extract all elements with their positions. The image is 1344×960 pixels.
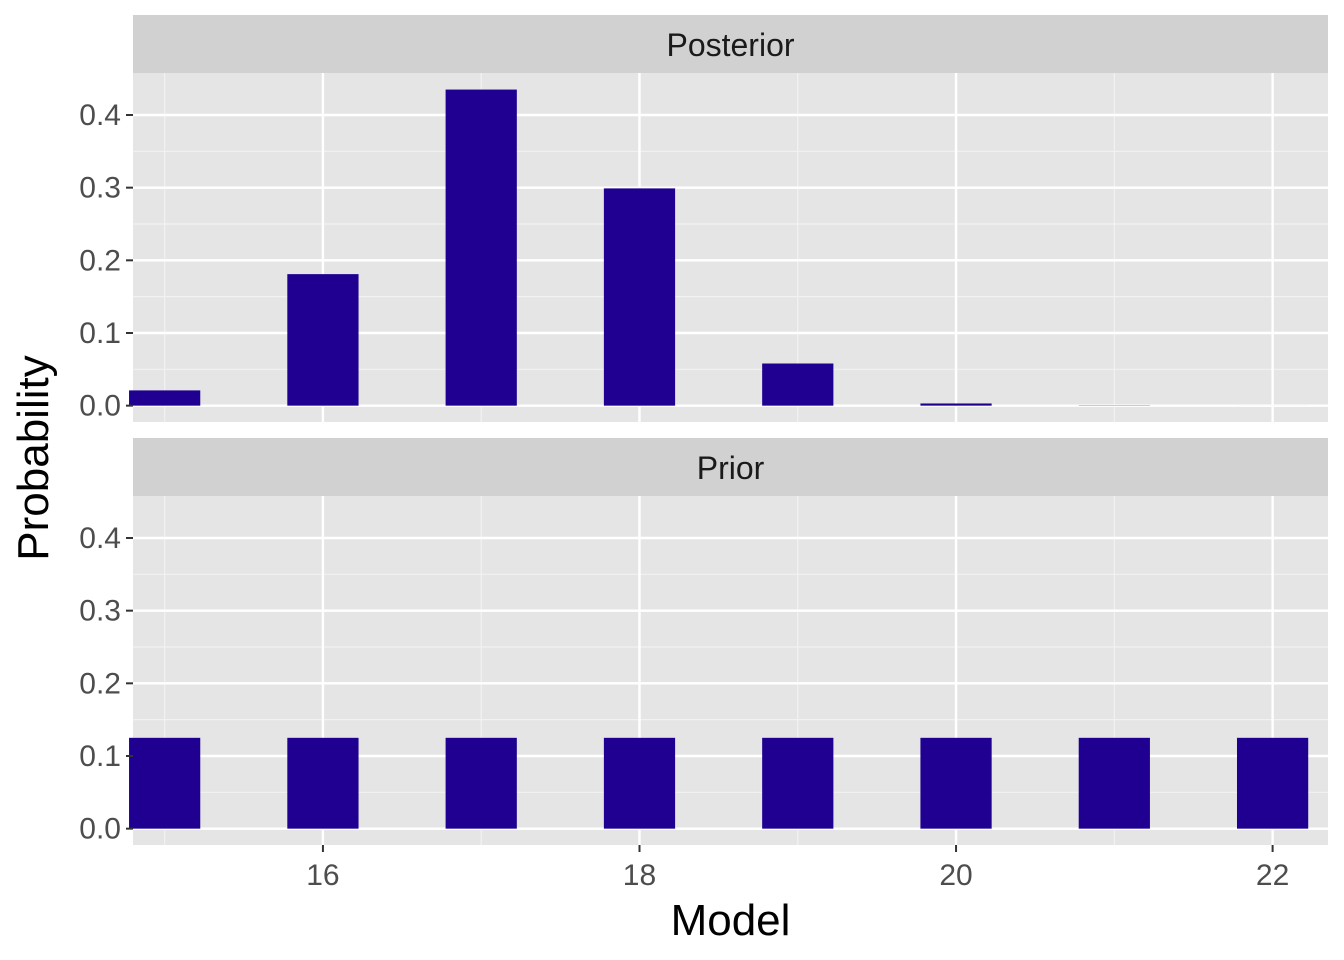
y-tick-label: 0.3 bbox=[79, 172, 121, 205]
bar-prior-16 bbox=[287, 737, 359, 829]
bar-prior-15 bbox=[129, 737, 201, 829]
y-tick-label: 0.4 bbox=[79, 522, 121, 555]
facet-prior: Prior 0.0 0.1 0.2 0.3 0.4 bbox=[79, 438, 1328, 846]
y-tick-label: 0.1 bbox=[79, 317, 121, 350]
y-tick-label: 0.1 bbox=[79, 740, 121, 773]
x-tick-label: 18 bbox=[623, 859, 656, 892]
x-axis-title: Model bbox=[671, 896, 791, 945]
bar-posterior-18 bbox=[603, 188, 676, 406]
bar-posterior-16 bbox=[287, 274, 359, 406]
x-tick-label: 20 bbox=[939, 859, 972, 892]
y-tick-label: 0.2 bbox=[79, 667, 121, 700]
bar-posterior-15 bbox=[129, 390, 201, 406]
strip-label-posterior: Posterior bbox=[666, 27, 794, 63]
y-tick-label: 0.4 bbox=[79, 99, 121, 132]
y-tick-label: 0.3 bbox=[79, 595, 121, 628]
bar-prior-21 bbox=[1078, 737, 1150, 829]
bars-posterior bbox=[129, 89, 1309, 406]
bar-posterior-20 bbox=[920, 403, 992, 406]
strip-background-prior bbox=[133, 438, 1328, 496]
y-axis-title: Probability bbox=[9, 355, 58, 560]
bars-prior bbox=[129, 737, 1309, 829]
y-tick-label: 0.2 bbox=[79, 244, 121, 277]
bar-prior-20 bbox=[920, 737, 992, 829]
bar-prior-19 bbox=[762, 737, 834, 829]
bar-prior-17 bbox=[445, 737, 517, 829]
bar-prior-18 bbox=[603, 737, 676, 829]
y-axis-posterior: 0.0 0.1 0.2 0.3 0.4 bbox=[79, 99, 133, 423]
y-axis-prior: 0.0 0.1 0.2 0.3 0.4 bbox=[79, 522, 133, 846]
bar-posterior-17 bbox=[445, 89, 517, 406]
x-tick-label: 16 bbox=[306, 859, 339, 892]
x-tick-label: 22 bbox=[1256, 859, 1289, 892]
strip-label-prior: Prior bbox=[697, 450, 765, 486]
bar-prior-22 bbox=[1236, 737, 1309, 829]
strip-background-posterior bbox=[133, 15, 1328, 73]
y-tick-label: 0.0 bbox=[79, 390, 121, 423]
facet-posterior: Posterior 0.0 0.1 0.2 0.3 0.4 bbox=[79, 15, 1328, 423]
x-axis: 16 18 20 22 bbox=[306, 845, 1289, 892]
bar-posterior-19 bbox=[762, 363, 834, 406]
y-tick-label: 0.0 bbox=[79, 813, 121, 846]
